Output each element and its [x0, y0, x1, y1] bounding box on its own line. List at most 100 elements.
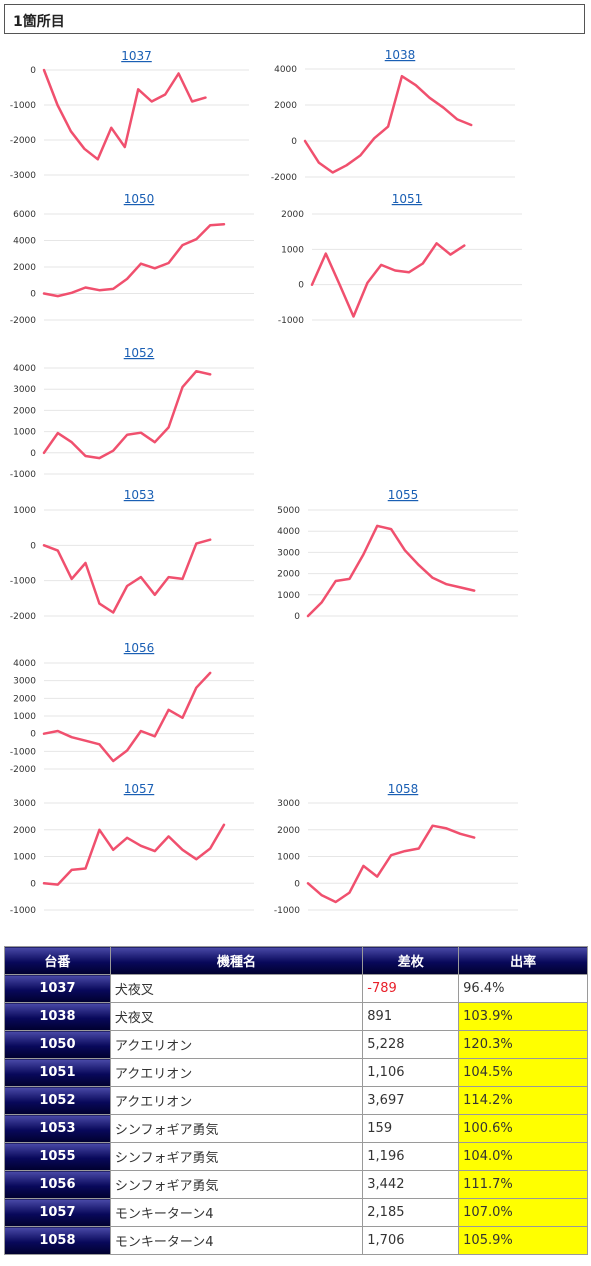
chart-title[interactable]: 1057 [124, 782, 155, 796]
y-tick-label: 3000 [13, 677, 36, 687]
chart-title[interactable]: 1051 [392, 192, 423, 206]
rate-cell: 114.2% [458, 1086, 588, 1115]
y-tick-label: 4000 [274, 65, 297, 75]
machine-name-cell: 犬夜叉 [109, 1002, 364, 1031]
y-tick-label: -2000 [10, 316, 36, 326]
y-tick-label: 5000 [277, 506, 300, 516]
diff-cell: 891 [362, 1002, 460, 1031]
y-tick-label: 4000 [13, 659, 36, 669]
series-line [42, 538, 212, 614]
chart-grid: 10370-1000-2000-30001038400020000-200010… [10, 48, 522, 916]
y-tick-label: -1000 [278, 316, 304, 326]
table-row: 1056 シンフォギア勇気 3,442 111.7% [4, 1170, 588, 1199]
y-tick-label: 1000 [13, 712, 36, 722]
y-tick-label: 0 [291, 137, 297, 147]
rate-cell: 107.0% [458, 1198, 588, 1227]
header-number: 台番 [4, 946, 111, 975]
machine-number-cell: 1056 [4, 1170, 111, 1199]
diff-cell: -789 [362, 974, 460, 1003]
chart-1057: 1057 3000 2000 1000 0 -1000 [10, 782, 254, 916]
series-line [42, 222, 226, 298]
section-header: 1箇所目 [4, 4, 585, 34]
machine-name-cell: アクエリオン [109, 1058, 364, 1087]
header-machine: 機種名 [109, 946, 364, 975]
chart-title[interactable]: 1038 [385, 48, 416, 62]
y-tick-label: -1000 [10, 747, 36, 757]
chart-1058: 1058 3000 2000 1000 0 -1000 [274, 782, 518, 916]
table-row: 1052 アクエリオン 3,697 114.2% [4, 1086, 588, 1115]
y-tick-label: 2000 [277, 826, 300, 836]
y-tick-label: 4000 [13, 237, 36, 247]
table-row: 1051 アクエリオン 1,106 104.5% [4, 1058, 588, 1087]
header-diff: 差枚 [362, 946, 460, 975]
table-row: 1038 犬夜叉 891 103.9% [4, 1002, 588, 1031]
chart-1053: 1053 1000 0 -1000 -2000 [10, 488, 254, 622]
chart-title[interactable]: 1052 [124, 346, 155, 360]
y-tick-label: 2000 [13, 694, 36, 704]
y-tick-label: 3000 [277, 548, 300, 558]
rate-cell: 104.5% [458, 1058, 588, 1087]
table-row: 1057 モンキーターン4 2,185 107.0% [4, 1198, 588, 1227]
chart-1055: 1055 5000 4000 3000 2000 1000 0 [277, 488, 518, 622]
y-tick-label: 1000 [277, 853, 300, 863]
y-tick-label: 2000 [274, 101, 297, 111]
y-tick-label: 0 [30, 730, 36, 740]
diff-cell: 1,706 [362, 1226, 460, 1255]
machine-name-cell: モンキーターン4 [109, 1226, 364, 1255]
chart-1038: 1038 4000 2000 0 -2000 [271, 48, 515, 183]
diff-cell: 159 [362, 1114, 460, 1143]
y-tick-label: 0 [30, 879, 36, 889]
series-line [306, 524, 476, 618]
y-tick-label: 0 [298, 281, 304, 291]
chart-title[interactable]: 1058 [388, 782, 419, 796]
y-tick-label: 0 [30, 66, 36, 76]
series-line [42, 671, 212, 763]
chart-1037: 1037 0 -1000 -2000 -3000 [10, 49, 249, 181]
machine-name-cell: モンキーターン4 [109, 1198, 364, 1227]
chart-title[interactable]: 1053 [124, 488, 155, 502]
y-tick-label: 0 [294, 879, 300, 889]
table-row: 1050 アクエリオン 5,228 120.3% [4, 1030, 588, 1059]
diff-cell: 2,185 [362, 1198, 460, 1227]
rate-cell: 111.7% [458, 1170, 588, 1199]
y-tick-label: 0 [30, 541, 36, 551]
chart-1051: 1051 2000 1000 0 -1000 [278, 192, 522, 326]
diff-cell: 3,697 [362, 1086, 460, 1115]
chart-title[interactable]: 1037 [121, 49, 152, 63]
rate-cell: 105.9% [458, 1226, 588, 1255]
y-tick-label: 0 [30, 449, 36, 459]
y-tick-label: 1000 [13, 428, 36, 438]
chart-1050: 1050 6000 4000 2000 0 -2000 [10, 192, 254, 326]
y-tick-label: 2000 [281, 210, 304, 220]
y-tick-label: 1000 [277, 591, 300, 601]
section-title: 1箇所目 [13, 14, 65, 30]
y-tick-label: -1000 [10, 906, 36, 916]
machine-number-cell: 1050 [4, 1030, 111, 1059]
chart-title[interactable]: 1050 [124, 192, 155, 206]
chart-title[interactable]: 1056 [124, 641, 155, 655]
machine-number-cell: 1053 [4, 1114, 111, 1143]
chart-title[interactable]: 1055 [388, 488, 419, 502]
y-tick-label: 3000 [13, 799, 36, 809]
y-tick-label: 2000 [13, 406, 36, 416]
series-line [42, 68, 207, 161]
y-tick-label: 0 [294, 612, 300, 622]
y-tick-label: -2000 [10, 612, 36, 622]
header-rate: 出率 [458, 946, 588, 975]
y-tick-label: -1000 [10, 577, 36, 587]
y-tick-label: 3000 [277, 799, 300, 809]
machine-name-cell: シンフォギア勇気 [109, 1114, 364, 1143]
y-tick-label: 4000 [277, 527, 300, 537]
y-tick-label: 1000 [13, 506, 36, 516]
series-line [42, 823, 226, 886]
rate-cell: 100.6% [458, 1114, 588, 1143]
chart-1056: 1056 4000 3000 2000 1000 0 -1000 -2000 [10, 641, 254, 775]
chart-1052: 1052 4000 3000 2000 1000 0 -1000 [10, 346, 254, 480]
y-tick-label: -2000 [10, 765, 36, 775]
y-tick-label: -2000 [10, 136, 36, 146]
diff-cell: 5,228 [362, 1030, 460, 1059]
machine-name-cell: 犬夜叉 [109, 974, 364, 1003]
table-header-row: 台番 機種名 差枚 出率 [4, 946, 588, 975]
y-tick-label: -2000 [271, 173, 297, 183]
series-line [310, 242, 466, 318]
